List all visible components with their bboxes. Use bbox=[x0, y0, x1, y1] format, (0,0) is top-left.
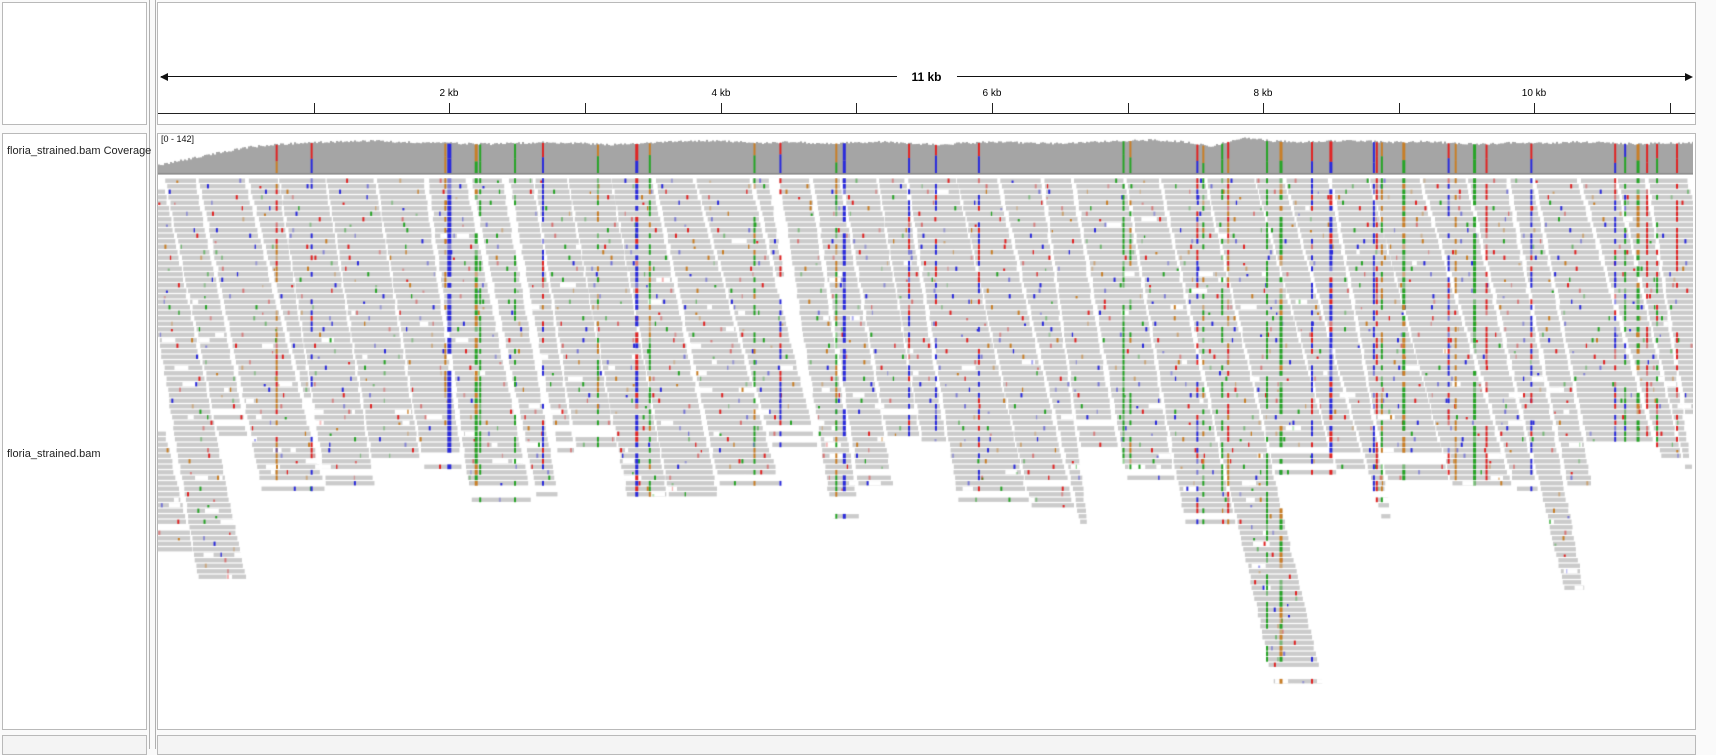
tracks-panel: [0 - 142] bbox=[157, 133, 1696, 730]
ruler-tick bbox=[992, 103, 993, 113]
ruler-panel[interactable]: 11 kb 2 kb 4 kb 6 kb 8 kb 10 kb bbox=[157, 2, 1696, 125]
ruler-tick-label: 4 kb bbox=[711, 88, 731, 99]
span-arrow-right-icon bbox=[1685, 73, 1693, 81]
ruler-tick-label: 2 kb bbox=[439, 88, 459, 99]
name-panel-bottom-box bbox=[2, 735, 147, 755]
ruler-tick bbox=[721, 103, 722, 113]
ruler-tick bbox=[314, 103, 315, 113]
span-arrow-left-icon bbox=[160, 73, 168, 81]
ruler-tick-label: 10 kb bbox=[1521, 88, 1547, 99]
ruler-tick bbox=[856, 103, 857, 113]
track-name-alignment[interactable]: floria_strained.bam bbox=[7, 448, 101, 460]
ruler-tick bbox=[585, 103, 586, 113]
coverage-range-label: [0 - 142] bbox=[161, 134, 195, 144]
alignment-track-canvas[interactable] bbox=[158, 178, 1693, 718]
ruler-tick bbox=[1128, 103, 1129, 113]
ruler-tick bbox=[1534, 103, 1535, 113]
ruler-baseline bbox=[158, 113, 1695, 114]
name-panel-tracks-box: floria_strained.bam Coverage floria_stra… bbox=[2, 133, 151, 730]
span-label: 11 kb bbox=[896, 70, 957, 84]
ruler-tick bbox=[1399, 103, 1400, 113]
ruler-tick bbox=[1670, 103, 1671, 113]
ruler-tick bbox=[449, 103, 450, 113]
coverage-track-canvas[interactable] bbox=[158, 135, 1693, 175]
track-name-coverage[interactable]: floria_strained.bam Coverage bbox=[7, 145, 152, 157]
ruler-tick bbox=[1263, 103, 1264, 113]
panel-splitter[interactable] bbox=[149, 0, 156, 749]
name-panel-ruler-box bbox=[2, 2, 147, 125]
bottom-strip-box bbox=[157, 735, 1696, 755]
ruler-tick-label: 8 kb bbox=[1253, 88, 1273, 99]
ruler-tick-label: 6 kb bbox=[982, 88, 1002, 99]
